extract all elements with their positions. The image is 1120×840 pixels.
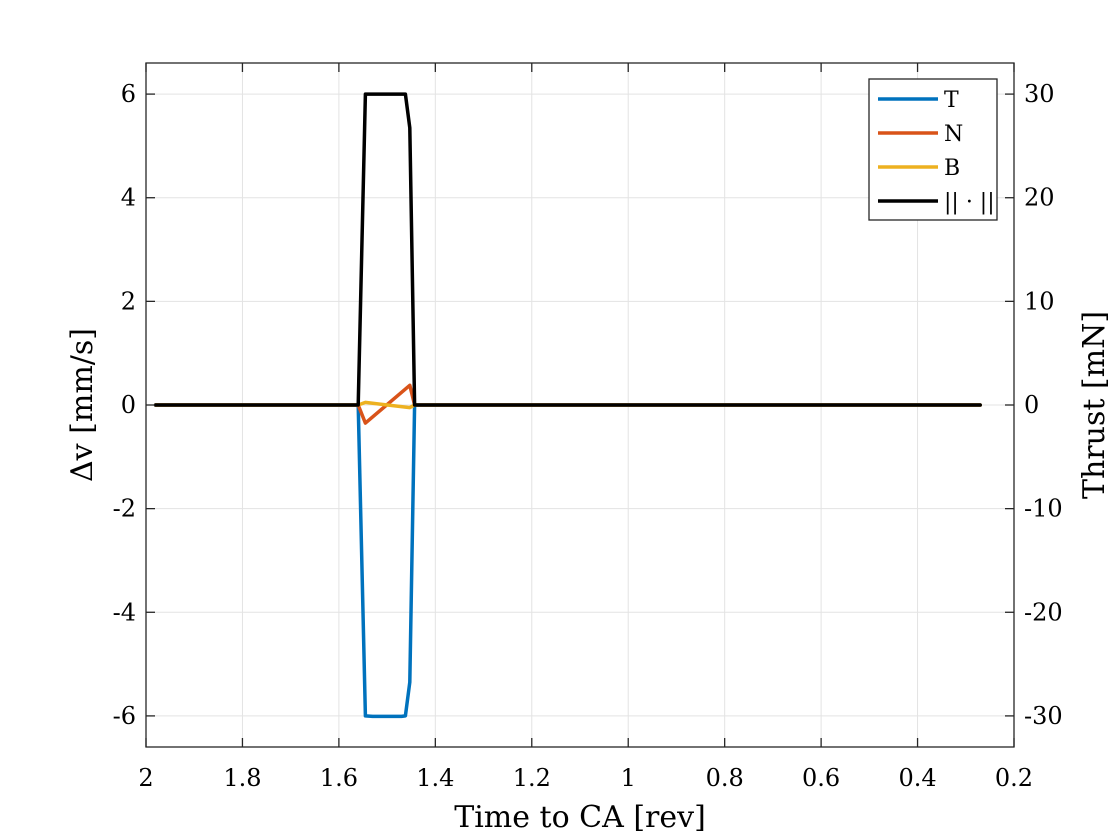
y-tick-label: 2 (121, 287, 136, 315)
y-tick-label: 6 (121, 80, 136, 108)
ticks (145, 63, 1015, 747)
y-right-tick-label: 0 (1024, 391, 1039, 419)
y-right-tick-label: 30 (1024, 80, 1055, 108)
y-right-tick-label: 10 (1024, 287, 1055, 315)
x-tick-label: 0.6 (802, 764, 840, 792)
x-tick-label: 1.8 (223, 764, 261, 792)
x-tick-label: 1 (621, 764, 636, 792)
series-layer (153, 92, 982, 719)
y-axis-label: Δv [mm/s] (65, 328, 100, 482)
x-tick-label: 2 (138, 764, 153, 792)
tick-labels: 2 1.8 1.6 1.4 1.2 1 0.8 0.6 0.4 0.2-6-4-20246-30-… (113, 80, 1063, 792)
series-line- (153, 92, 982, 407)
legend-label: || · || (944, 190, 995, 215)
x-tick-label: 1.4 (416, 764, 454, 792)
legend-label: N (944, 122, 963, 147)
x-tick-label: 1.6 (320, 764, 358, 792)
x-tick-label: 0.2 (995, 764, 1033, 792)
y-right-tick-label: -20 (1024, 598, 1063, 626)
legend-label: B (944, 156, 960, 181)
y-tick-label: 0 (121, 391, 136, 419)
legend-box (868, 78, 998, 221)
y-right-tick-label: -30 (1024, 702, 1063, 730)
y-tick-label: -2 (113, 495, 136, 523)
y-right-tick-label: -10 (1024, 495, 1063, 523)
y-tick-label: -6 (113, 702, 136, 730)
y-tick-label: -4 (113, 598, 136, 626)
series-line-t (153, 403, 982, 719)
x-axis-label: Time to CA [rev] (454, 800, 706, 835)
y-axis-right-label: Thrust [mN] (1077, 311, 1112, 499)
legend: TNB || · || (868, 78, 998, 221)
x-tick-label: 0.4 (898, 764, 936, 792)
x-tick-label: 1.2 (513, 764, 551, 792)
y-right-tick-label: 20 (1024, 184, 1055, 212)
legend-label: T (944, 88, 959, 113)
x-tick-label: 0.8 (706, 764, 744, 792)
y-tick-label: 4 (121, 184, 136, 212)
